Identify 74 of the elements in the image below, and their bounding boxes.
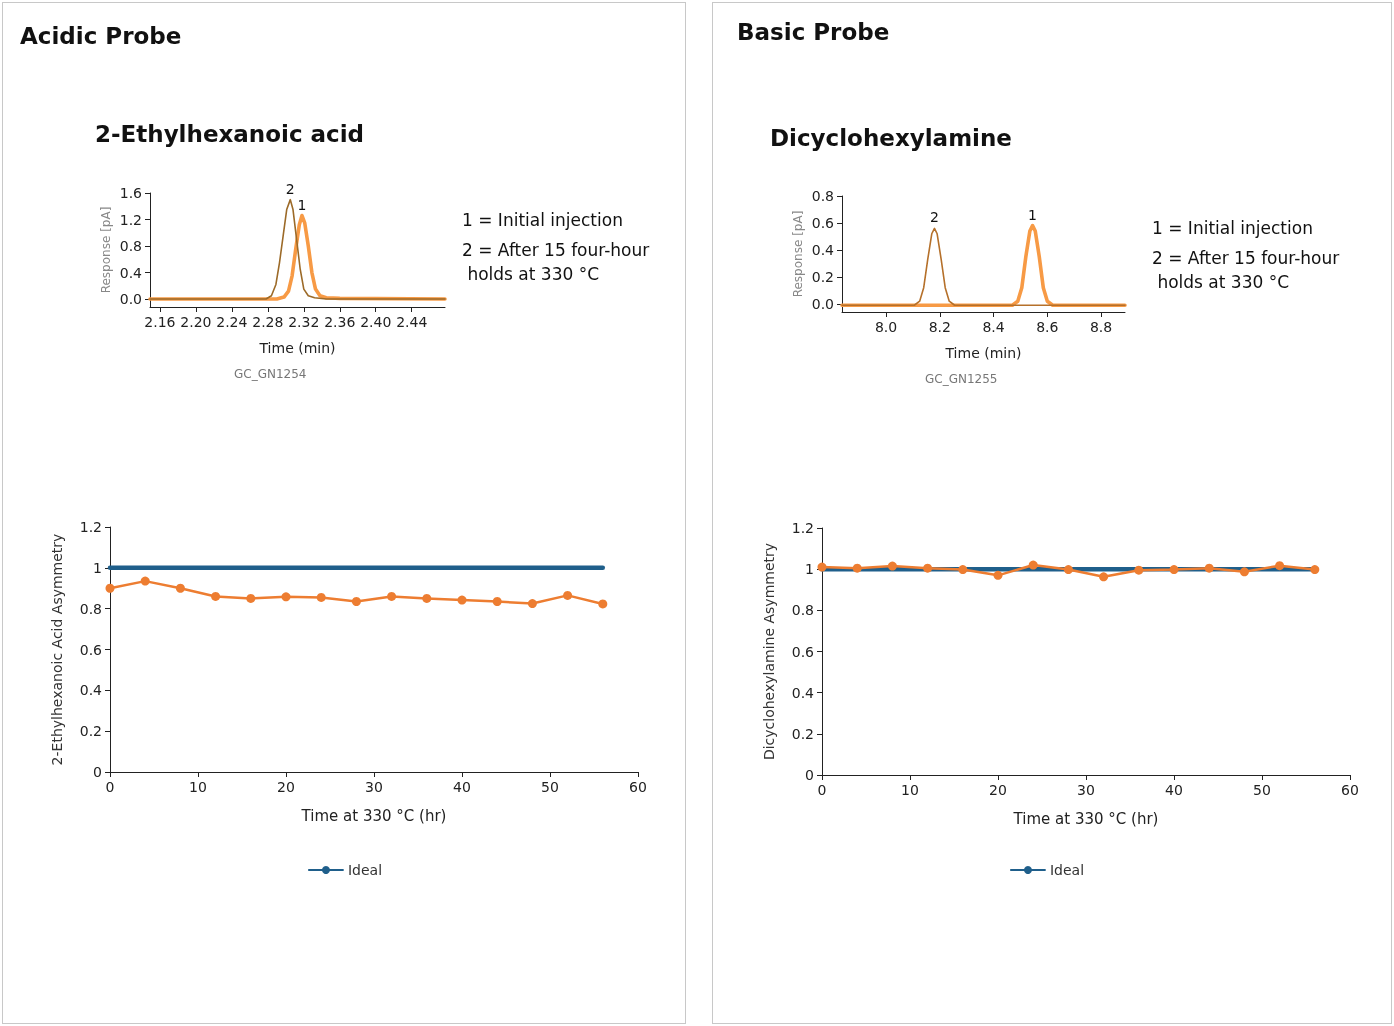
x-axis-title: Time (min): [258, 340, 336, 356]
y-tick-label: 0: [805, 767, 814, 783]
text: 2 = After 15 four-hour holds at 330 °C: [1152, 248, 1340, 292]
x-tick-label: 8.6: [1036, 319, 1059, 335]
y-tick-label: 0.8: [119, 238, 142, 255]
x-tick-label: 8.8: [1089, 319, 1113, 335]
y-tick-label: 0.0: [119, 291, 142, 308]
chart-title: Dicyclohexylamine: [770, 124, 1012, 151]
chart-title: 2-Ethylhexanoic acid: [95, 120, 365, 147]
y-tick-label: 0.8: [79, 600, 102, 617]
y-axis-title: Response [pA]: [99, 206, 113, 294]
annotation: 1: [1028, 206, 1038, 223]
x-tick-label: 8.4: [982, 319, 1005, 335]
y-tick-label: 0.2: [791, 725, 814, 742]
x-tick-label: 20: [989, 782, 1007, 798]
x-tick-label: 2.28: [252, 314, 284, 330]
x-tick-label: 2.40: [360, 314, 392, 330]
y-tick-label: 1.6: [119, 185, 143, 201]
x-tick-label: 2.44: [396, 314, 428, 330]
text: Basic Probe: [737, 18, 890, 45]
y-tick-label: 0: [93, 764, 102, 780]
x-axis-title: Time (min): [944, 345, 1022, 361]
x-axis-title: Time at 330 °C (hr): [300, 806, 447, 825]
x-tick-label: 2.16: [144, 314, 176, 330]
y-axis-title: Response [pA]: [791, 210, 805, 298]
y-tick-label: 0.2: [79, 723, 102, 740]
text: 2 = After 15 four-hour holds at 330 °C: [462, 240, 650, 284]
y-tick-label: 0.4: [79, 682, 103, 699]
annotation: 1: [297, 196, 307, 213]
y-axis-title: 2-Ethylhexanoic Acid Asymmetry: [49, 533, 65, 766]
text: 1 = Initial injection: [1152, 218, 1313, 238]
y-tick-label: 1.2: [791, 520, 814, 536]
x-tick-label: 0: [105, 779, 115, 795]
x-tick-label: 8.0: [874, 319, 898, 335]
x-tick-label: 30: [365, 779, 383, 795]
y-tick-label: 0.6: [811, 214, 835, 231]
x-tick-label: 60: [1341, 782, 1359, 798]
x-axis-title: Time at 330 °C (hr): [1012, 809, 1159, 828]
legend-label: Ideal: [347, 862, 383, 878]
y-tick-label: 0.8: [791, 602, 814, 619]
y-tick-label: 1.2: [79, 519, 102, 535]
x-tick-label: 60: [629, 779, 647, 795]
text: 1 = Initial injection: [462, 210, 623, 230]
y-tick-label: 0.4: [791, 684, 815, 701]
text: GC_GN1255: [925, 372, 998, 386]
text: Acidic Probe: [20, 22, 182, 49]
text: GC_GN1254: [234, 367, 307, 381]
y-tick-label: 0.6: [791, 643, 815, 660]
x-tick-label: 20: [277, 779, 295, 795]
x-tick-label: 40: [1165, 782, 1183, 798]
y-axis-title: Dicyclohexylamine Asymmetry: [761, 542, 777, 761]
x-tick-label: 2.32: [288, 314, 320, 330]
x-tick-label: 30: [1077, 782, 1095, 798]
y-tick-label: 0.4: [811, 241, 835, 258]
y-tick-label: 0.6: [79, 641, 103, 658]
x-tick-label: 2.36: [324, 314, 356, 330]
x-tick-label: 8.2: [928, 319, 951, 335]
y-tick-label: 0.0: [811, 295, 834, 312]
annotation: 2: [929, 209, 939, 226]
x-tick-label: 10: [901, 782, 919, 798]
y-tick-label: 0.2: [811, 268, 834, 285]
x-tick-label: 40: [453, 779, 471, 795]
y-tick-label: 1: [805, 561, 814, 578]
y-tick-label: 1.2: [119, 211, 142, 228]
y-tick-label: 0.8: [811, 188, 834, 204]
y-tick-label: 1: [93, 559, 102, 576]
x-tick-label: 2.20: [180, 314, 212, 330]
annotation: 2: [285, 180, 295, 197]
y-tick-label: 0.4: [119, 264, 143, 281]
x-tick-label: 2.24: [216, 314, 248, 330]
x-tick-label: 50: [1253, 782, 1271, 798]
legend-label: Ideal: [1049, 862, 1085, 878]
x-tick-label: 10: [189, 779, 207, 795]
x-tick-label: 50: [541, 779, 559, 795]
